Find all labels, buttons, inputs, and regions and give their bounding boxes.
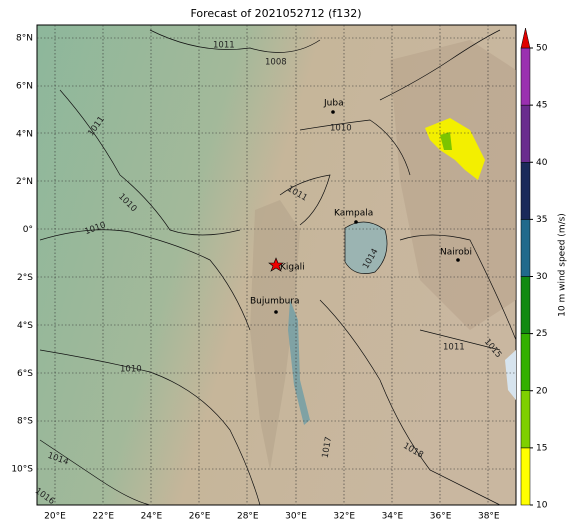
- lat-label: 10°S: [11, 465, 33, 475]
- map-area: 1011 1008 1011 1010 1010 1010 1011 1010 …: [33, 24, 517, 507]
- city-label: Juba: [323, 99, 344, 109]
- city-label: Kigali: [280, 263, 305, 273]
- contour-label: 1017: [321, 436, 335, 459]
- colorbar-segment: [520, 47, 531, 106]
- city-dot: [274, 310, 278, 314]
- colorbar-tick-label: 25: [536, 329, 547, 339]
- lon-label: 36°E: [430, 512, 452, 522]
- colorbar-segment: [520, 219, 531, 277]
- star-marker: [268, 257, 284, 272]
- colorbar-tick-label: 50: [536, 44, 548, 54]
- city-label: Bujumbura: [250, 297, 299, 307]
- colorbar-label: 10 m wind speed (m/s): [558, 213, 568, 317]
- colorbar-segment: [520, 333, 531, 391]
- colorbar-extend: [520, 27, 531, 49]
- lat-labels: 8°N 6°N 4°N 2°N 0° 2°S 4°S 6°S 8°S 10°S: [11, 34, 33, 475]
- contour-label: 1011: [213, 41, 235, 51]
- lat-label: 2°N: [16, 177, 33, 187]
- colorbar-segment: [520, 104, 531, 163]
- lat-label: 8°S: [17, 417, 33, 427]
- title: Forecast of 2021052712 (f132): [190, 7, 361, 20]
- colorbar-tick-label: 40: [536, 158, 548, 168]
- ocean: [505, 350, 516, 400]
- colorbar-segment: [520, 162, 531, 220]
- lat-label: 4°S: [17, 321, 33, 331]
- contour-label: 1010: [330, 124, 352, 134]
- city-dot: [331, 110, 335, 114]
- lon-label: 22°E: [92, 512, 114, 522]
- lon-label: 32°E: [333, 512, 355, 522]
- city-dot: [456, 258, 460, 262]
- lon-label: 34°E: [382, 512, 404, 522]
- lon-label: 38°E: [478, 512, 500, 522]
- contour-label: 1011: [443, 343, 465, 353]
- colorbar-segment: [520, 390, 531, 449]
- lon-label: 28°E: [237, 512, 259, 522]
- lat-label: 2°S: [17, 273, 33, 283]
- colorbar-tick-label: 45: [536, 101, 547, 111]
- lat-label: 6°N: [16, 81, 33, 91]
- contour-label: 1010: [120, 365, 142, 375]
- city-dot: [354, 220, 358, 224]
- lon-label: 20°E: [44, 512, 66, 522]
- lon-label: 26°E: [189, 512, 211, 522]
- colorbar-tick-label: 30: [536, 272, 548, 282]
- colorbar-tick-label: 20: [536, 386, 548, 396]
- graticule: [37, 25, 516, 505]
- colorbar-segment: [520, 447, 531, 506]
- lat-label: 6°S: [17, 369, 33, 379]
- lon-labels: 20°E 22°E 24°E 26°E 28°E 30°E 32°E 34°E 36°E 38°E: [44, 512, 500, 522]
- colorbar: 10 15 20 25 30 35 40 45 50: [520, 27, 548, 511]
- lake: [344, 221, 388, 274]
- lat-label: 4°N: [16, 129, 33, 139]
- colorbar-tick-label: 35: [536, 215, 547, 225]
- city-label: Kampala: [334, 209, 373, 219]
- wind-patch: [440, 132, 452, 150]
- contours: [39, 29, 517, 506]
- lat-label: 8°N: [16, 34, 33, 44]
- colorbar-tick-label: 10: [536, 501, 548, 511]
- lake: [288, 300, 310, 425]
- lon-label: 24°E: [141, 512, 163, 522]
- lat-label: 0°: [23, 225, 33, 235]
- colorbar-tick-label: 15: [536, 443, 547, 453]
- contour-label: 1008: [265, 58, 287, 68]
- colorbar-segment: [520, 276, 531, 334]
- city-label: Nairobi: [440, 248, 472, 258]
- highlands: [390, 40, 516, 330]
- highlands: [250, 200, 300, 470]
- lon-label: 30°E: [285, 512, 307, 522]
